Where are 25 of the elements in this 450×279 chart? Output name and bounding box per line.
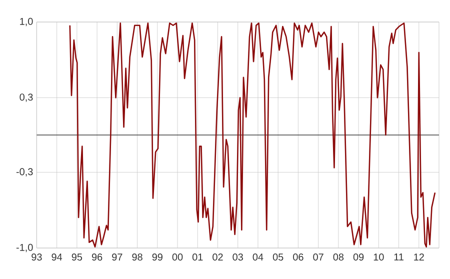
y-tick-label: 0,3 — [20, 94, 33, 102]
x-tick-label: 08 — [333, 254, 344, 261]
x-tick-label: 96 — [92, 254, 102, 261]
x-tick-label: 09 — [353, 254, 364, 261]
y-tick-label: -1,0 — [16, 244, 33, 252]
x-tick-label: 06 — [293, 254, 304, 261]
x-tick-label: 00 — [172, 254, 183, 261]
x-tick-label: 94 — [52, 254, 62, 261]
x-tick-label: 97 — [112, 254, 122, 261]
line-series — [69, 22, 436, 248]
x-tick-label: 04 — [252, 254, 264, 261]
x-tick-label: 99 — [152, 254, 162, 261]
x-tick-label: 03 — [232, 254, 243, 261]
y-tick-label: 1,0 — [20, 18, 33, 26]
y-tick-label: -0,3 — [16, 168, 33, 176]
x-tick-label: 12 — [414, 254, 424, 260]
x-tick-label: 95 — [72, 254, 82, 261]
x-tick-label: 02 — [212, 254, 223, 261]
x-tick-label: 11 — [394, 254, 404, 260]
x-tick-label: 93 — [32, 254, 42, 261]
x-tick-label: 05 — [272, 254, 284, 261]
x-tick-label: 07 — [313, 254, 324, 261]
x-tick-label: 10 — [374, 254, 384, 261]
x-tick-label: 98 — [132, 254, 142, 261]
x-tick-label: 01 — [192, 254, 203, 261]
